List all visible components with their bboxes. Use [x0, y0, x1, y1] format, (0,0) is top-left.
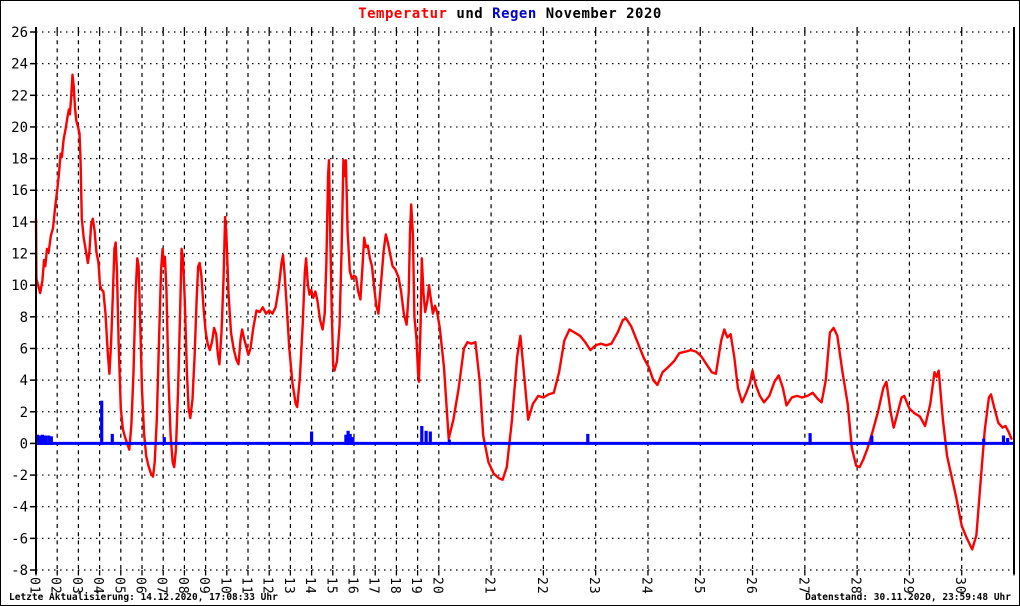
grid-horizontal — [36, 31, 1014, 571]
svg-text:14: 14 — [302, 577, 317, 595]
svg-text:29: 29 — [900, 577, 915, 595]
svg-text:06: 06 — [133, 577, 148, 595]
title-rest: November 2020 — [536, 6, 662, 22]
svg-text:18: 18 — [11, 152, 28, 168]
svg-text:26: 26 — [11, 25, 28, 41]
rain-bars — [35, 400, 1010, 445]
svg-text:16: 16 — [345, 577, 360, 595]
svg-text:17: 17 — [366, 577, 381, 595]
svg-text:-4: -4 — [11, 500, 28, 516]
svg-text:0: 0 — [20, 436, 28, 452]
svg-text:22: 22 — [11, 88, 28, 104]
svg-text:21: 21 — [482, 577, 497, 595]
axis-lines — [35, 27, 1015, 574]
svg-text:22: 22 — [534, 577, 549, 595]
svg-text:2: 2 — [20, 405, 28, 421]
svg-text:15: 15 — [323, 577, 338, 595]
chart-title: Temperatur und Regen November 2020 — [1, 6, 1019, 22]
svg-text:19: 19 — [408, 577, 423, 595]
svg-text:24: 24 — [639, 577, 654, 595]
footer-data-state: Datenstand: 30.11.2020, 23:59:48 Uhr — [805, 592, 1011, 603]
svg-text:-2: -2 — [11, 468, 28, 484]
svg-text:09: 09 — [196, 577, 211, 595]
svg-text:12: 12 — [11, 247, 28, 263]
svg-text:04: 04 — [90, 577, 105, 595]
title-und: und — [447, 6, 493, 22]
svg-text:20: 20 — [429, 577, 444, 595]
temperature-line — [34, 73, 1013, 551]
x-axis-labels: 01 02 03 04 05 06 07 08 09 10 11 12 13 14 15 16 17 18 19 20… — [27, 577, 968, 595]
svg-text:30: 30 — [952, 577, 967, 595]
svg-text:-8: -8 — [11, 563, 28, 579]
svg-text:07: 07 — [154, 577, 169, 595]
axis-ticks — [30, 27, 1015, 576]
svg-text:27: 27 — [795, 577, 810, 595]
svg-text:23: 23 — [586, 577, 601, 595]
svg-text:10: 10 — [217, 577, 232, 595]
title-regen: Regen — [492, 6, 537, 22]
footer-last-update: Letzte Aktualisierung: 14.12.2020, 17:08… — [9, 592, 278, 603]
svg-text:26: 26 — [743, 577, 758, 595]
svg-text:16: 16 — [11, 183, 28, 199]
svg-text:11: 11 — [239, 577, 254, 595]
svg-text:03: 03 — [69, 577, 84, 595]
svg-text:14: 14 — [11, 215, 28, 231]
svg-text:-6: -6 — [11, 531, 28, 547]
svg-text:10: 10 — [11, 278, 28, 294]
svg-text:18: 18 — [387, 577, 402, 595]
svg-text:4: 4 — [20, 373, 28, 389]
title-temperatur: Temperatur — [358, 6, 448, 22]
svg-text:05: 05 — [111, 577, 126, 595]
svg-text:25: 25 — [691, 577, 706, 595]
svg-text:24: 24 — [11, 57, 28, 73]
svg-text:13: 13 — [281, 577, 296, 595]
grid-vertical — [56, 32, 963, 570]
svg-text:28: 28 — [848, 577, 863, 595]
svg-text:01: 01 — [27, 577, 42, 595]
svg-text:8: 8 — [20, 310, 28, 326]
svg-text:6: 6 — [20, 341, 28, 357]
svg-text:12: 12 — [260, 577, 275, 595]
svg-text:20: 20 — [11, 120, 28, 136]
svg-text:08: 08 — [175, 577, 190, 595]
svg-text:02: 02 — [48, 577, 63, 595]
